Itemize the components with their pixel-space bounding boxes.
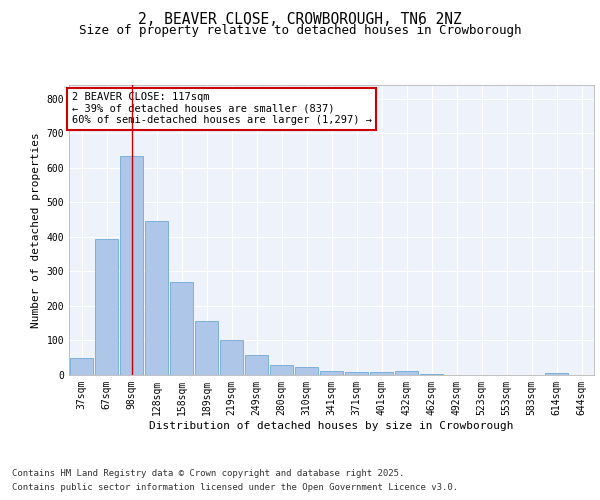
Bar bbox=[245, 355, 268, 375]
Text: Contains HM Land Registry data © Crown copyright and database right 2025.: Contains HM Land Registry data © Crown c… bbox=[12, 468, 404, 477]
X-axis label: Distribution of detached houses by size in Crowborough: Distribution of detached houses by size … bbox=[149, 420, 514, 430]
Text: 2, BEAVER CLOSE, CROWBOROUGH, TN6 2NZ: 2, BEAVER CLOSE, CROWBOROUGH, TN6 2NZ bbox=[138, 12, 462, 28]
Bar bbox=[170, 282, 193, 375]
Bar bbox=[320, 371, 343, 375]
Bar bbox=[120, 156, 143, 375]
Bar bbox=[370, 372, 393, 375]
Bar bbox=[420, 374, 443, 375]
Bar bbox=[220, 340, 243, 375]
Bar bbox=[395, 371, 418, 375]
Bar bbox=[545, 372, 568, 375]
Bar bbox=[345, 372, 368, 375]
Text: 2 BEAVER CLOSE: 117sqm
← 39% of detached houses are smaller (837)
60% of semi-de: 2 BEAVER CLOSE: 117sqm ← 39% of detached… bbox=[71, 92, 371, 126]
Bar bbox=[145, 222, 168, 375]
Text: Size of property relative to detached houses in Crowborough: Size of property relative to detached ho… bbox=[79, 24, 521, 37]
Bar bbox=[270, 364, 293, 375]
Bar bbox=[95, 238, 118, 375]
Text: Contains public sector information licensed under the Open Government Licence v3: Contains public sector information licen… bbox=[12, 484, 458, 492]
Y-axis label: Number of detached properties: Number of detached properties bbox=[31, 132, 41, 328]
Bar bbox=[70, 358, 93, 375]
Bar bbox=[295, 368, 318, 375]
Bar bbox=[195, 322, 218, 375]
